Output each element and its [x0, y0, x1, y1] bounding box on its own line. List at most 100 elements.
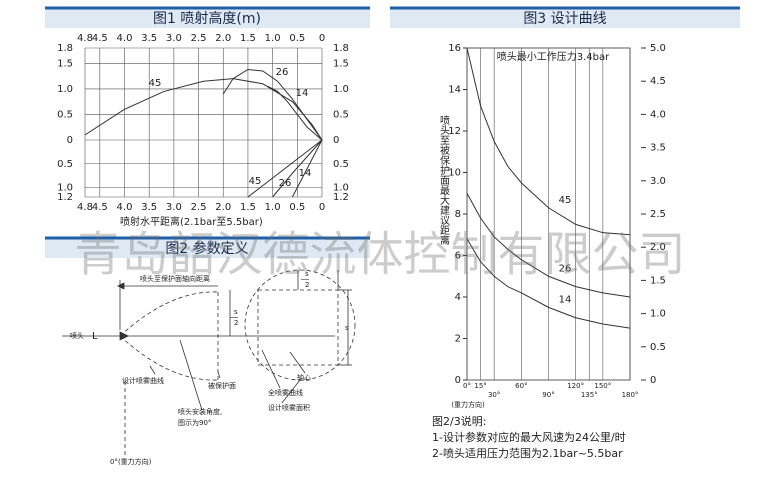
y2-tick-label: 1.0 [650, 309, 666, 320]
diagram-label: 喷头 [70, 331, 84, 340]
y-tick-label: 16 [448, 43, 461, 54]
y2-tick-label: 5.0 [650, 43, 666, 54]
curve [466, 238, 631, 329]
curve-label: 14 [296, 88, 309, 99]
x-tick-label: 30° [488, 391, 500, 399]
fig1-title: 图1 喷射高度(m) [153, 10, 261, 27]
x-tick-label: 3.0 [166, 202, 182, 213]
x-tick-label: 2.5 [191, 202, 207, 213]
y-tick-label: 12 [448, 126, 461, 137]
diagram-label: L [92, 331, 98, 342]
diagram-label: s [345, 324, 349, 332]
y-tick-label: 10 [448, 168, 461, 179]
y-tick-label: 1.5 [57, 58, 73, 69]
diagram-label: 0°(重力方向) [110, 457, 152, 466]
x-tick-label: 4.0 [117, 33, 133, 44]
curve-label: 26 [559, 263, 572, 274]
y-tick-label: 0 [455, 375, 461, 386]
diagram-label: 轴心 [297, 373, 311, 382]
x-tick-label: 120° [567, 382, 584, 390]
y2-tick-label: 1.5 [650, 275, 666, 286]
y2-tick-label: 2.5 [650, 209, 666, 220]
curve-label: 45 [149, 78, 162, 89]
x-tick-label: 150° [594, 382, 611, 390]
curve [466, 47, 631, 236]
x-tick-label: 4.8 [77, 33, 93, 44]
curve-label: 45 [559, 195, 572, 206]
x-tick-label: 2.0 [215, 202, 231, 213]
curve-label: 26 [279, 178, 292, 189]
x-tick-label: 0.5 [289, 202, 305, 213]
y2-tick-label: 4.0 [650, 109, 666, 120]
diagram-label: 设计喷雾曲线 [122, 376, 164, 385]
x-axis-label: 喷射水平距离(2.1bar至5.5bar) [120, 215, 263, 228]
y-tick-label: 14 [448, 85, 461, 96]
x-tick-label: 1.5 [240, 202, 256, 213]
x-tick-label: 4.8 [77, 202, 93, 213]
x-tick-label: 1.0 [265, 33, 281, 44]
diagram-label: 2 [234, 319, 238, 327]
y-tick-label: 0.5 [57, 159, 73, 170]
y2-tick-label: 4.5 [650, 76, 666, 87]
curve [267, 85, 323, 141]
notes-title: 图2/3说明: [432, 414, 486, 428]
diagram-label: 2 [305, 281, 309, 289]
y-tick-label: 1.0 [333, 183, 349, 194]
x-tick-label: 2.0 [215, 33, 231, 44]
y-axis-label: 喷头至被保护面最大建议距离 [438, 115, 450, 246]
x-tick-label: 0° [463, 382, 471, 390]
x-tick-label: 4.5 [92, 202, 108, 213]
y2-tick-label: 3.0 [650, 176, 666, 187]
x-tick-label: 90° [542, 391, 554, 399]
x-note: (重力方向) [451, 400, 485, 409]
fig3-title: 图3 设计曲线 [523, 11, 606, 27]
diagram-label: 全喷雾曲线 [268, 388, 303, 397]
x-tick-label: 3.5 [141, 33, 157, 44]
y-tick-label: 0.5 [333, 109, 349, 120]
curve-label: 45 [249, 176, 262, 187]
header-bar [45, 238, 370, 258]
y-tick-label: 1.2 [57, 192, 73, 203]
x-tick-label: 4.0 [117, 202, 133, 213]
curve [222, 68, 323, 141]
watermark: 青岛韶汉德流体控制有限公司 [75, 228, 686, 283]
diagram-label: 喷头至保护面轴向距离 [140, 274, 210, 283]
curve [466, 193, 631, 298]
x-tick-label: 2.5 [191, 33, 207, 44]
diagram-label: 喷头安装角度, [178, 407, 222, 416]
curve-label: 26 [276, 67, 289, 78]
y-tick-label: 2 [455, 334, 461, 345]
inner-title: 喷头最小工作压力3.4bar [497, 50, 610, 63]
diagram-label: 图示为90° [178, 418, 211, 427]
y-tick-label: 1.8 [57, 43, 73, 54]
y-tick-label: 1.8 [333, 43, 349, 54]
y-tick-label: 8 [455, 209, 461, 220]
curve [84, 78, 323, 141]
y-tick-label: 1.0 [333, 84, 349, 95]
x-tick-label: 180° [622, 391, 639, 399]
curve [272, 139, 323, 198]
y2-tick-label: 0.5 [650, 342, 666, 353]
curve-label: 14 [299, 168, 312, 179]
header-bar [45, 8, 370, 28]
curve-label: 14 [559, 294, 572, 305]
y2-tick-label: 0 [650, 375, 656, 386]
y-tick-label: 1.5 [333, 58, 349, 69]
y2-tick-label: 2.0 [650, 242, 666, 253]
x-tick-label: 0 [319, 33, 325, 44]
fig2-title: 图2 参数定义 [165, 240, 248, 257]
x-tick-label: 3.5 [141, 202, 157, 213]
y-tick-label: 0 [67, 135, 73, 146]
x-tick-label: 1.0 [265, 202, 281, 213]
x-tick-label: 1.5 [240, 33, 256, 44]
x-tick-label: 3.0 [166, 33, 182, 44]
curve [291, 139, 323, 198]
y-tick-label: 4 [455, 292, 461, 303]
diagram-label: s [234, 308, 238, 316]
note: 2-喷头适用压力范围为2.1bar~5.5bar [432, 446, 623, 460]
y-tick-label: 0 [333, 135, 339, 146]
note: 1-设计参数对应的最大风速为24公里/时 [432, 430, 626, 444]
x-tick-label: 4.5 [92, 33, 108, 44]
x-tick-label: 0 [319, 202, 325, 213]
